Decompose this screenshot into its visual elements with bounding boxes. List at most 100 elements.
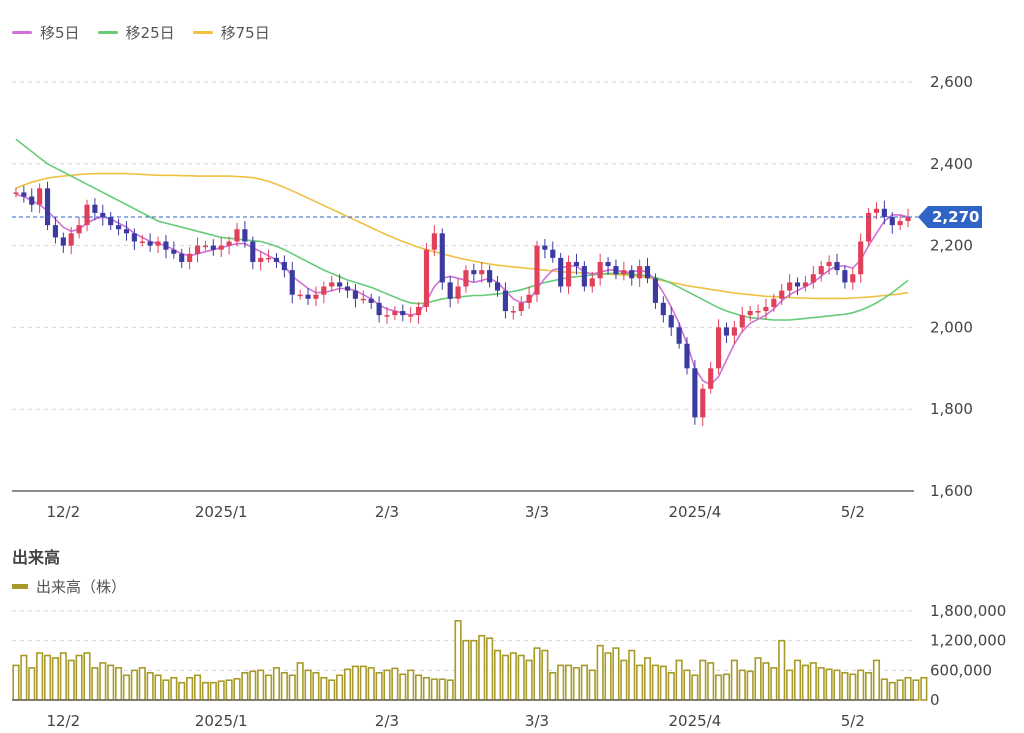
- candlestick: [644, 257, 651, 284]
- volume-bar: [51, 657, 59, 701]
- candle-body: [818, 266, 824, 275]
- legend-ma5[interactable]: 移5日: [12, 22, 80, 43]
- volume-bar: [612, 647, 620, 701]
- volume-bar: [312, 672, 320, 701]
- volume-tick-label: 600,000: [930, 661, 992, 679]
- candlestick: [739, 306, 745, 333]
- volume-bar: [533, 647, 541, 701]
- candle-body: [242, 229, 248, 242]
- volume-bar: [407, 669, 415, 701]
- candle-body: [44, 188, 51, 226]
- candlestick: [60, 232, 66, 253]
- candle-body: [660, 302, 666, 316]
- candle-body: [266, 257, 272, 260]
- volume-bar: [801, 664, 809, 701]
- volume-bar: [707, 662, 715, 701]
- candle-body: [455, 286, 461, 299]
- volume-date-tick-label: 2025/1: [195, 712, 248, 730]
- volume-bar: [146, 672, 154, 701]
- candle-body: [392, 311, 398, 316]
- candle-body: [708, 368, 714, 389]
- volume-bar: [162, 679, 170, 701]
- candlestick: [273, 252, 280, 269]
- volume-bar: [620, 659, 628, 701]
- candle-body: [226, 241, 232, 246]
- volume-bar: [691, 674, 699, 701]
- volume-bar: [872, 659, 881, 701]
- candle-body: [566, 261, 572, 287]
- price-date-tick-label: 2/3: [375, 503, 399, 521]
- candlestick: [637, 259, 643, 287]
- price-date-tick-label: 2025/1: [195, 503, 248, 521]
- candle-body: [463, 270, 469, 287]
- volume-bar: [422, 676, 431, 701]
- candle-body: [731, 327, 737, 336]
- volume-bar: [565, 664, 573, 701]
- candlestick: [708, 361, 714, 394]
- candlestick: [850, 267, 856, 290]
- volume-bar: [75, 654, 83, 701]
- candle-body: [416, 306, 422, 316]
- candle-body: [573, 261, 580, 267]
- volume-bar: [399, 673, 407, 701]
- candle-body: [723, 327, 730, 336]
- legend-ma75[interactable]: 移75日: [192, 22, 270, 43]
- candle-body: [581, 266, 587, 287]
- candle-body: [194, 245, 201, 254]
- candle-body: [234, 229, 240, 242]
- candlestick: [542, 239, 548, 259]
- candlestick: [494, 275, 501, 297]
- volume-bar: [415, 674, 423, 701]
- legend-volume[interactable]: 出来高（株）: [12, 576, 126, 597]
- legend-ma5-label: 移5日: [40, 24, 80, 42]
- candle-body: [313, 294, 319, 299]
- candle-body: [763, 306, 769, 312]
- volume-bar: [667, 672, 675, 701]
- candlestick: [558, 252, 564, 293]
- price-tick-label: 1,600: [930, 482, 973, 500]
- price-tick-label: 2,200: [930, 237, 973, 255]
- candlestick: [194, 237, 201, 263]
- candlestick: [842, 265, 848, 289]
- price-tick-label: 2,400: [930, 155, 973, 173]
- candle-body: [76, 225, 82, 234]
- candle-body: [163, 241, 169, 250]
- volume-bar: [99, 662, 107, 701]
- candlestick: [866, 207, 872, 247]
- candle-body: [60, 237, 66, 246]
- candlestick: [123, 221, 130, 241]
- volume-bar: [643, 657, 652, 701]
- volume-bar: [770, 667, 778, 701]
- candle-body: [100, 212, 106, 217]
- candle-body: [629, 270, 635, 279]
- price-grid: [12, 81, 915, 410]
- volume-bar: [249, 670, 257, 701]
- volume-bar: [888, 681, 896, 701]
- volume-bar: [486, 637, 494, 701]
- candlestick: [344, 281, 351, 298]
- candlestick: [487, 265, 493, 288]
- candlestick: [234, 222, 240, 247]
- volume-bar: [754, 657, 762, 701]
- candle-body: [400, 311, 406, 316]
- volume-bar: [651, 664, 659, 701]
- candle-body: [794, 282, 801, 287]
- legend-ma25[interactable]: 移25日: [97, 22, 175, 43]
- candle-body: [858, 241, 864, 275]
- volume-bar: [257, 669, 265, 701]
- candle-body: [866, 212, 872, 242]
- candle-body: [589, 278, 595, 287]
- volume-bar: [541, 649, 549, 701]
- candle-body: [826, 261, 832, 267]
- candlestick: [187, 247, 193, 270]
- volume-bar: [517, 654, 525, 701]
- candlestick: [597, 253, 603, 286]
- volume-bar: [722, 673, 731, 701]
- candlestick: [108, 212, 114, 231]
- price-date-tick-label: 5/2: [841, 503, 865, 521]
- candlestick: [242, 221, 248, 248]
- volume-bar: [225, 679, 233, 701]
- candlestick: [179, 248, 185, 269]
- volume-bar: [154, 674, 162, 701]
